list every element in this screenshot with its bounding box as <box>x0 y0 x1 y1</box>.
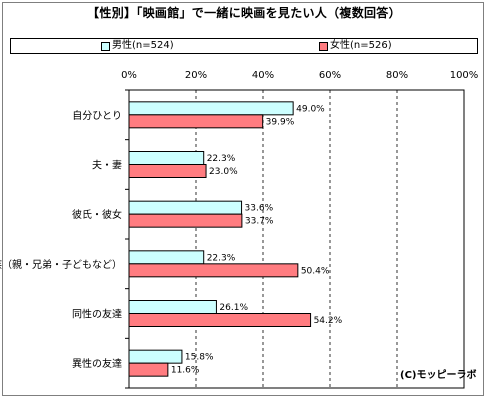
value-label-female: 11.6% <box>171 366 200 376</box>
value-label-male: 33.6% <box>245 204 274 214</box>
value-label-male: 22.3% <box>207 253 236 263</box>
category-label: 同性の友達 <box>72 308 122 321</box>
category-label: 家族（親・兄弟・子どもなど） <box>0 258 122 271</box>
value-label-female: 54.2% <box>314 316 343 326</box>
x-tick-label: 0% <box>121 70 137 81</box>
value-label-female: 23.0% <box>209 167 238 177</box>
legend: 男性(n=524) 女性(n=526) <box>10 38 478 54</box>
bar-male <box>128 151 205 165</box>
bar-female <box>128 164 207 178</box>
value-label-female: 50.4% <box>301 266 330 276</box>
legend-label-male: 男性(n=524) <box>112 40 174 51</box>
value-label-male: 15.8% <box>185 353 214 363</box>
bar-male <box>128 250 205 265</box>
category-label: 異性の友達 <box>72 357 122 370</box>
category-label: 自分ひとり <box>72 109 122 122</box>
x-tick-label: 100% <box>450 70 479 81</box>
bar-female <box>128 114 264 129</box>
value-label-female: 33.7% <box>245 217 274 227</box>
x-tick-label: 40% <box>252 70 274 81</box>
value-label-male: 49.0% <box>296 104 325 114</box>
x-tick-label: 60% <box>319 70 341 81</box>
legend-swatch-male <box>101 42 110 51</box>
bar-male <box>128 200 243 215</box>
copyright-note: (C)モッピーラボ <box>400 370 477 381</box>
bar-female <box>128 263 299 278</box>
chart-title: 【性別】「映画館」で一緒に映画を見たい人（複数回答） <box>87 6 401 20</box>
x-tick-label: 80% <box>386 70 408 81</box>
value-label-male: 26.1% <box>219 303 248 313</box>
bar-male <box>128 300 217 314</box>
plot-area <box>128 89 465 389</box>
category-label: 彼氏・彼女 <box>72 208 122 221</box>
bar-female <box>128 313 312 327</box>
bar-male <box>128 349 183 364</box>
category-label: 夫・妻 <box>92 159 122 172</box>
value-label-male: 22.3% <box>207 154 236 164</box>
legend-swatch-female <box>319 42 328 51</box>
bar-male <box>128 101 294 116</box>
legend-label-female: 女性(n=526) <box>330 40 392 51</box>
chart-frame <box>2 2 484 396</box>
bar-female <box>128 213 243 228</box>
bar-female <box>128 362 169 377</box>
x-tick-label: 20% <box>185 70 207 81</box>
value-label-female: 39.9% <box>266 117 295 127</box>
